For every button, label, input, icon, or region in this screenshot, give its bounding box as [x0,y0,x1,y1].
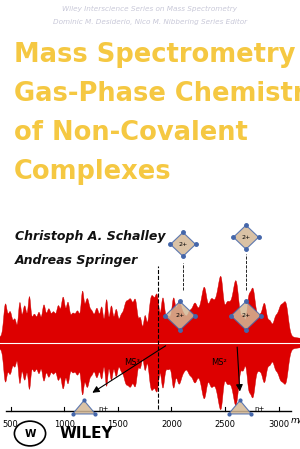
Text: 2+: 2+ [242,235,250,240]
Polygon shape [229,401,251,414]
Text: Christoph A. Schalley: Christoph A. Schalley [15,230,166,243]
Text: 3000: 3000 [268,420,289,429]
Text: 2500: 2500 [214,420,236,429]
Text: MS³: MS³ [124,357,140,366]
Text: 500: 500 [3,420,19,429]
Text: Complexes: Complexes [14,159,171,185]
Polygon shape [0,276,300,409]
Text: Andreas Springer: Andreas Springer [15,254,138,267]
Polygon shape [73,401,95,414]
Text: 2+: 2+ [176,313,184,318]
Text: WILEY: WILEY [60,426,114,441]
Text: n+: n+ [99,405,109,412]
Text: Dominic M. Desiderio, Nico M. Nibbering Series Editor: Dominic M. Desiderio, Nico M. Nibbering … [53,19,247,25]
Text: Wiley Interscience Series on Mass Spectrometry: Wiley Interscience Series on Mass Spectr… [62,6,238,13]
Text: 1500: 1500 [107,420,128,429]
Text: 1000: 1000 [54,420,75,429]
Polygon shape [165,301,195,330]
Text: 2000: 2000 [161,420,182,429]
Circle shape [14,421,46,446]
Text: W: W [24,428,36,439]
Text: n+: n+ [255,405,265,412]
Polygon shape [233,225,259,249]
Text: m/z: m/z [291,416,300,425]
Text: Gas-Phase Chemistry: Gas-Phase Chemistry [14,81,300,107]
Text: of Non-Covalent: of Non-Covalent [14,120,247,146]
Polygon shape [170,232,196,256]
Polygon shape [231,301,261,330]
Text: MS²: MS² [211,357,227,366]
Text: 2+: 2+ [242,313,250,318]
Text: 2+: 2+ [178,242,188,247]
Text: Mass Spectrometry and: Mass Spectrometry and [14,42,300,68]
